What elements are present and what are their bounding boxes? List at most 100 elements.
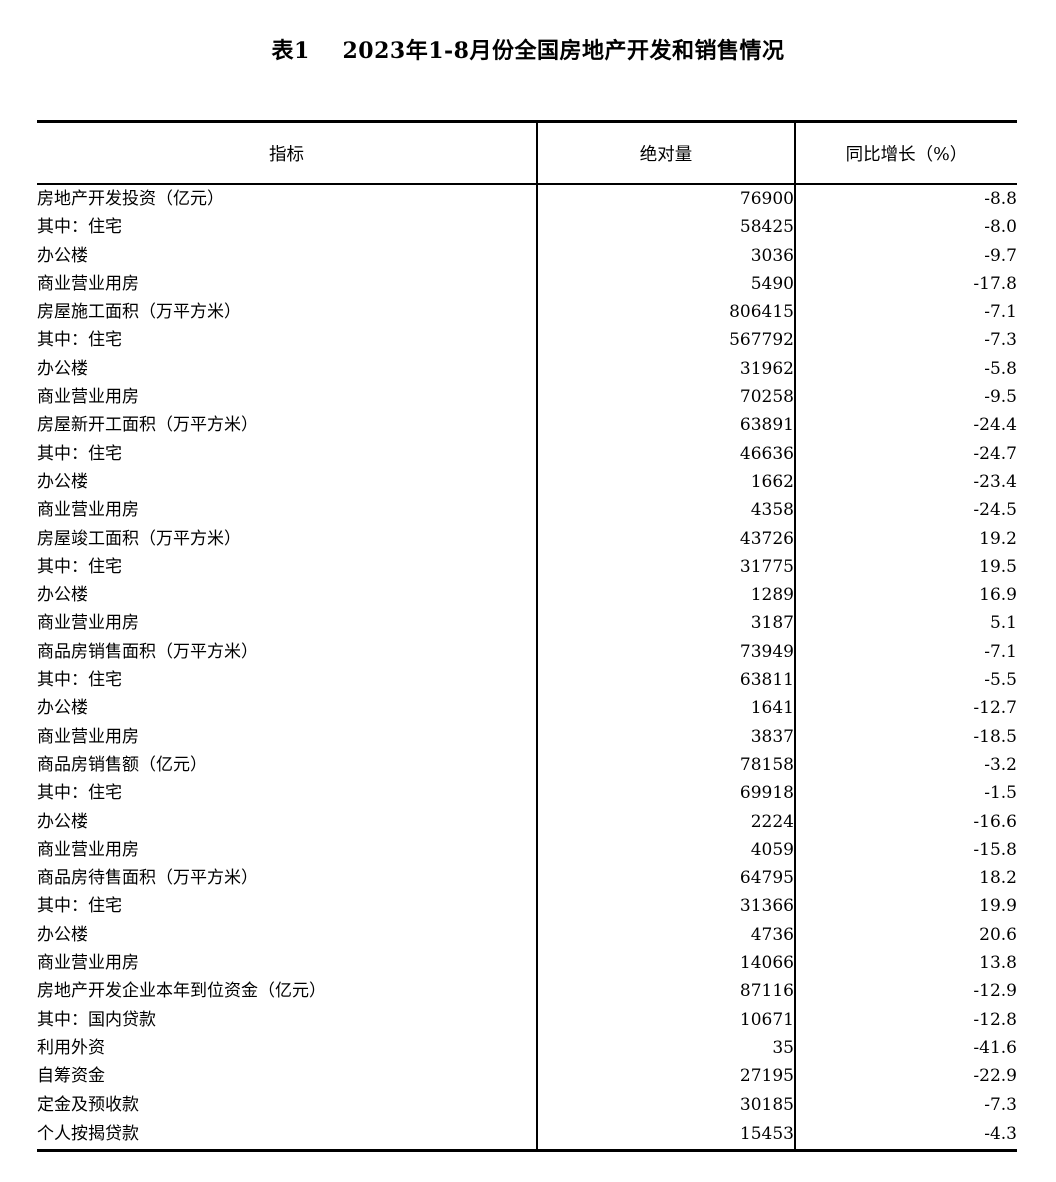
table-row: 商业营业用房 4358 -24.5 [37,496,1017,525]
row-absolute-value: 1289 [536,581,795,610]
row-label: 房屋新开工面积（万平方米） [37,415,258,436]
table-row: 房地产开发企业本年到位资金（亿元） 87116 -12.9 [37,977,1017,1006]
table-row: 其中：住宅 58425 -8.0 [37,213,1017,242]
table-row: 定金及预收款 30185 -7.3 [37,1090,1017,1119]
row-yoy-growth: -9.7 [794,241,1017,270]
row-yoy-growth: -12.8 [794,1005,1017,1034]
table-row: 商品房销售面积（万平方米） 73949 -7.1 [37,637,1017,667]
row-label: 办公楼 [37,698,88,719]
row-absolute-value: 76900 [536,184,795,214]
table-row: 办公楼 4736 20.6 [37,920,1017,950]
row-absolute-value: 4059 [536,835,795,865]
row-absolute-value: 64795 [536,864,795,893]
table-row: 办公楼 1289 16.9 [37,581,1017,610]
row-absolute-value: 31775 [536,552,795,582]
row-yoy-growth: -7.1 [794,298,1017,327]
row-label: 利用外资 [37,1037,105,1058]
table-row: 其中：住宅 69918 -1.5 [37,779,1017,808]
row-absolute-value: 1641 [536,694,795,723]
row-label: 商品房销售额（亿元） [37,754,207,775]
row-yoy-growth: -7.1 [794,637,1017,667]
table-row: 其中：住宅 31366 19.9 [37,892,1017,921]
row-yoy-growth: 19.5 [794,552,1017,582]
row-absolute-value: 4736 [536,920,795,950]
row-label: 办公楼 [37,245,88,266]
table-container: 指标 绝对量 同比增长（%） 房地产开发投资（亿元） 76900 -8.8 其中：住宅… [37,120,1017,1152]
row-absolute-value: 70258 [536,383,795,412]
table-row: 其中：住宅 46636 -24.7 [37,439,1017,468]
row-label: 房屋施工面积（万平方米） [37,302,241,323]
table-row: 办公楼 1662 -23.4 [37,467,1017,497]
table-row: 其中：住宅 31775 19.5 [37,552,1017,582]
row-absolute-value: 46636 [536,439,795,468]
row-label: 其中：住宅 [37,670,122,691]
row-yoy-growth: -12.7 [794,694,1017,723]
row-yoy-growth: -22.9 [794,1062,1017,1091]
row-label: 商业营业用房 [37,273,139,294]
row-absolute-value: 1662 [536,467,795,497]
row-label: 房地产开发企业本年到位资金（亿元） [37,981,326,1002]
row-yoy-growth: 20.6 [794,920,1017,950]
table-row: 自筹资金 27195 -22.9 [37,1062,1017,1091]
row-label: 商业营业用房 [37,953,139,974]
row-label: 商品房待售面积（万平方米） [37,868,258,889]
table-row: 商品房销售额（亿元） 78158 -3.2 [37,750,1017,780]
row-label: 办公楼 [37,585,88,606]
row-yoy-growth: -41.6 [794,1033,1017,1063]
row-yoy-growth: 19.2 [794,524,1017,553]
row-absolute-value: 63811 [536,666,795,695]
row-label: 其中：住宅 [37,443,122,464]
row-yoy-growth: 18.2 [794,864,1017,893]
table-row: 其中：住宅 63811 -5.5 [37,666,1017,695]
table-row: 其中：国内贷款 10671 -12.8 [37,1005,1017,1034]
row-label: 商品房销售面积（万平方米） [37,641,258,662]
row-label: 商业营业用房 [37,839,139,860]
row-label: 房屋竣工面积（万平方米） [37,528,241,549]
row-absolute-value: 43726 [536,524,795,553]
row-yoy-growth: -23.4 [794,467,1017,497]
row-absolute-value: 58425 [536,213,795,242]
row-absolute-value: 31962 [536,354,795,384]
column-header-indicator: 指标 [37,120,537,185]
table-row: 房屋竣工面积（万平方米） 43726 19.2 [37,524,1017,553]
table-head: 指标 绝对量 同比增长（%） [37,120,1017,185]
row-label: 商业营业用房 [37,726,139,747]
row-absolute-value: 10671 [536,1005,795,1034]
table-row: 商业营业用房 5490 -17.8 [37,269,1017,299]
table-row: 房地产开发投资（亿元） 76900 -8.8 [37,184,1017,214]
row-yoy-growth: 5.1 [794,609,1017,638]
table-row: 房屋施工面积（万平方米） 806415 -7.1 [37,298,1017,327]
row-yoy-growth: -9.5 [794,383,1017,412]
row-yoy-growth: -8.0 [794,213,1017,242]
row-yoy-growth: -24.7 [794,439,1017,468]
row-yoy-growth: -5.5 [794,666,1017,695]
row-absolute-value: 27195 [536,1062,795,1091]
row-label: 其中：住宅 [37,896,122,917]
row-yoy-growth: -12.9 [794,977,1017,1006]
row-label: 定金及预收款 [37,1094,139,1115]
table-row: 办公楼 31962 -5.8 [37,354,1017,384]
row-label: 房地产开发投资（亿元） [37,189,224,209]
table-row: 房屋新开工面积（万平方米） 63891 -24.4 [37,411,1017,440]
row-label: 办公楼 [37,471,88,492]
row-absolute-value: 3036 [536,241,795,270]
column-header-yoy-growth: 同比增长（%） [794,120,1017,185]
table-row: 商业营业用房 14066 13.8 [37,949,1017,978]
row-yoy-growth: 19.9 [794,892,1017,921]
row-absolute-value: 3187 [536,609,795,638]
row-label: 其中：住宅 [37,330,122,351]
page-title: 表1 2023年1-8月份全国房地产开发和销售情况 [271,38,785,64]
table-row: 办公楼 3036 -9.7 [37,241,1017,270]
table-row: 其中：住宅 567792 -7.3 [37,326,1017,355]
row-label: 商业营业用房 [37,500,139,521]
row-absolute-value: 4358 [536,496,795,525]
row-yoy-growth: -7.3 [794,1090,1017,1119]
row-absolute-value: 87116 [536,977,795,1006]
row-label: 其中：国内贷款 [37,1009,156,1030]
table-row: 商业营业用房 3837 -18.5 [37,722,1017,751]
row-label: 办公楼 [37,811,88,832]
table-row: 办公楼 1641 -12.7 [37,694,1017,723]
table-row: 利用外资 35 -41.6 [37,1033,1017,1063]
row-absolute-value: 5490 [536,269,795,299]
row-label: 其中：住宅 [37,217,122,238]
